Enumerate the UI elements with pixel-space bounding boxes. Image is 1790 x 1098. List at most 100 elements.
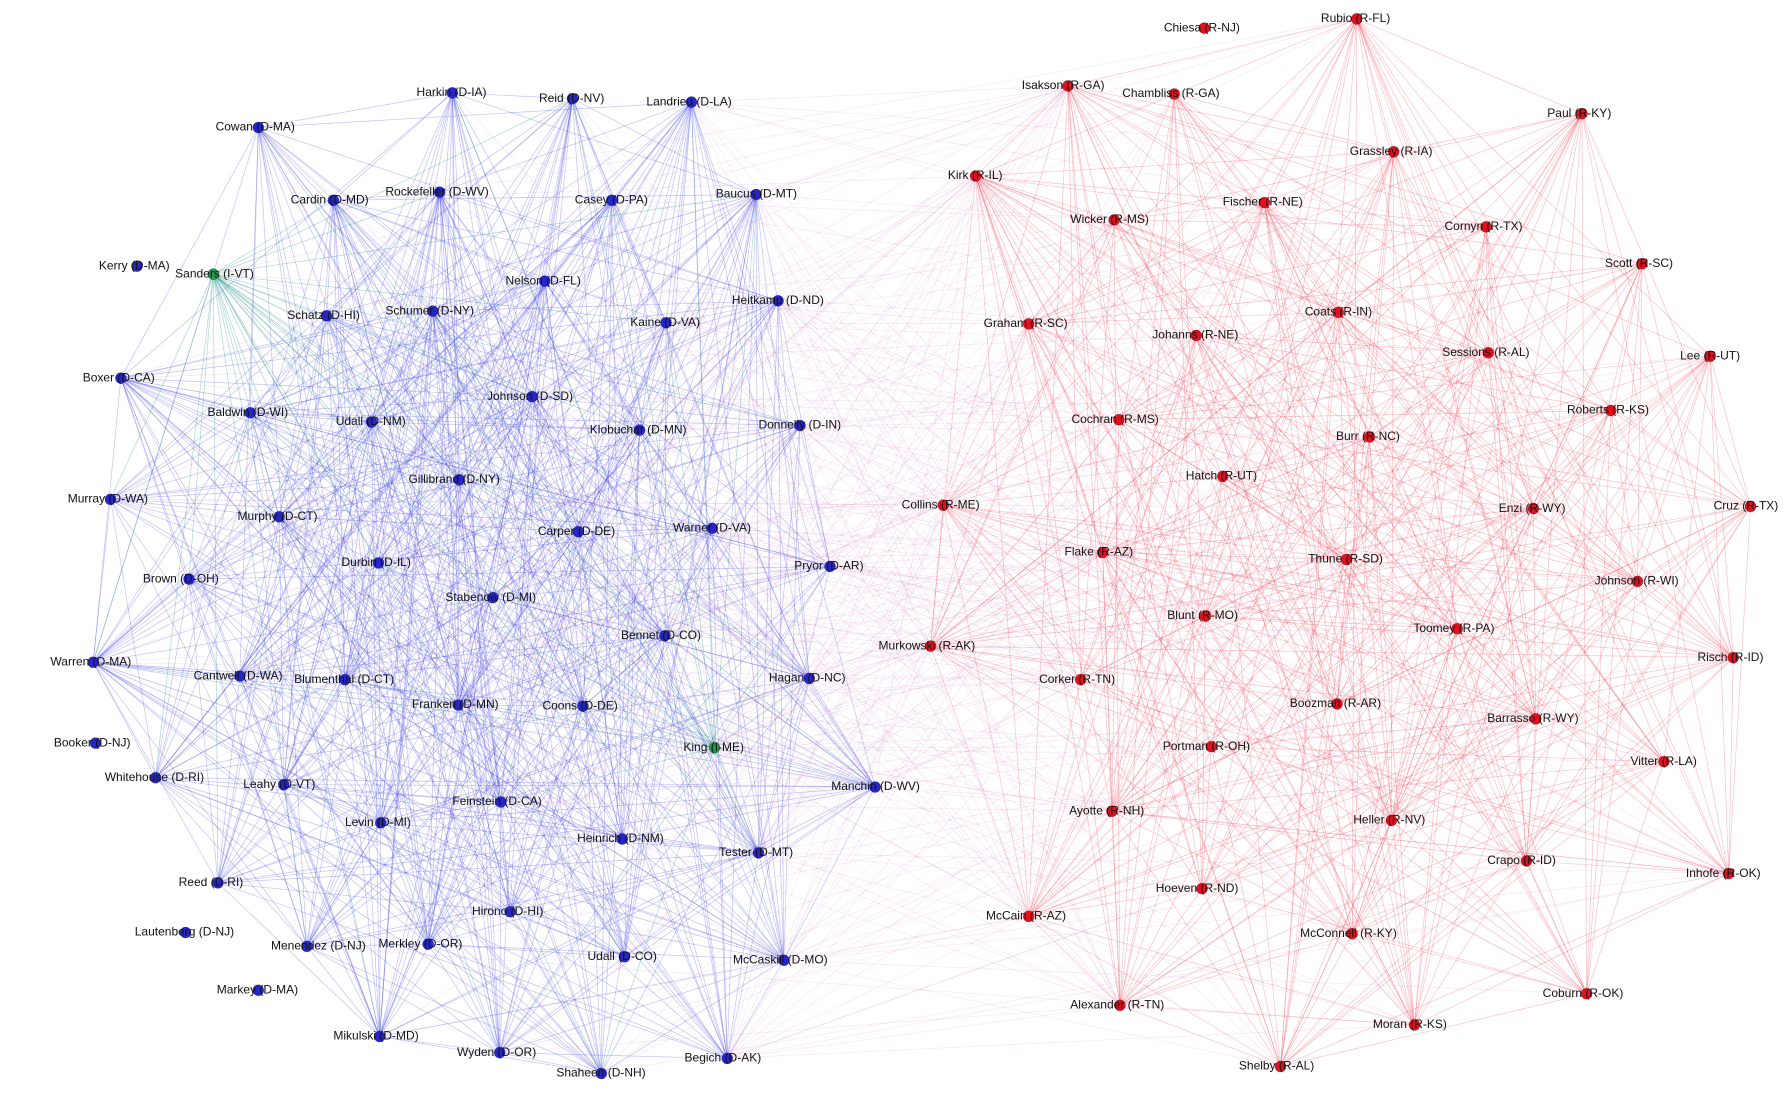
edge [1102, 552, 1665, 762]
node-label: Brown (D-OH) [143, 571, 219, 585]
edge [712, 85, 1069, 529]
node-label: Baucus (D-MT) [716, 187, 797, 201]
edge [1351, 581, 1638, 934]
edge [1222, 476, 1665, 762]
edge [499, 810, 1112, 1053]
edge [711, 528, 728, 1059]
edge [1080, 202, 1265, 680]
edge [1067, 85, 1638, 582]
edge [432, 226, 1487, 312]
edge [92, 661, 381, 824]
edge [379, 101, 692, 1037]
edge [975, 175, 1121, 1006]
edge [1173, 93, 1203, 889]
edge [1205, 615, 1536, 720]
edge [531, 396, 728, 1059]
edge [1709, 356, 1751, 507]
edge [1337, 151, 1395, 313]
node-label: McConnell (R-KY) [1300, 926, 1397, 940]
edge [1173, 93, 1415, 1026]
edge [1102, 508, 1534, 553]
edge [664, 628, 1458, 637]
edge [378, 425, 801, 564]
edge [379, 396, 533, 1037]
edge [1338, 113, 1583, 313]
edge [326, 315, 759, 854]
node-label: Tester (D-MT) [719, 845, 793, 859]
edge [544, 280, 831, 567]
edge [120, 378, 241, 677]
edge [691, 101, 801, 426]
edge [809, 678, 1081, 680]
edge [120, 377, 713, 529]
edge [188, 578, 380, 1037]
edge [250, 412, 640, 431]
edge [1119, 888, 1203, 1006]
edge [283, 192, 440, 785]
edge [344, 98, 573, 680]
edge [110, 499, 713, 529]
edge [326, 315, 810, 679]
edge [344, 192, 441, 680]
edge [120, 127, 259, 379]
edge [499, 528, 713, 1053]
edge [1356, 18, 1489, 353]
edge [239, 675, 285, 785]
edge [250, 412, 494, 598]
node [526, 390, 538, 403]
edge [333, 200, 759, 854]
edge [239, 675, 429, 945]
edge [283, 479, 460, 785]
edge [874, 679, 1081, 788]
node [577, 700, 589, 712]
edge [1535, 356, 1711, 720]
edge [120, 377, 429, 945]
edge [500, 747, 715, 803]
edge [714, 747, 1112, 812]
edge [432, 310, 810, 679]
edge [1195, 335, 1415, 1026]
edge [783, 959, 1281, 1067]
edge [120, 280, 545, 379]
edge [378, 311, 434, 564]
edge [930, 219, 1115, 647]
node-label: Ayotte (R-NH) [1069, 803, 1144, 817]
edge [943, 475, 1223, 506]
edge [92, 274, 214, 663]
edge [1028, 508, 1534, 917]
edge [155, 562, 379, 779]
edge [712, 528, 1081, 680]
edge [1280, 657, 1734, 1067]
node [131, 260, 143, 272]
edge [582, 705, 785, 961]
edge [1222, 475, 1534, 509]
node [327, 194, 340, 207]
node-label: McCain (R-AZ) [986, 909, 1066, 923]
edge [1119, 508, 1534, 1006]
edge [120, 377, 666, 637]
node-label: Lee (R-UT) [1680, 348, 1740, 362]
edge [213, 98, 573, 275]
edge [217, 200, 334, 883]
edge [1280, 761, 1665, 1067]
edge [727, 811, 1113, 1059]
edge [155, 579, 190, 778]
edge [601, 678, 810, 1074]
edge [458, 704, 1112, 812]
edge [283, 704, 459, 786]
edge [1369, 436, 1638, 582]
edge [1337, 312, 1527, 862]
edge [278, 516, 459, 706]
edge [975, 175, 1030, 324]
edge [942, 504, 1415, 1026]
edge [306, 200, 613, 947]
node-label: Carper (D-DE) [538, 524, 615, 538]
node-label: Collins (R-ME) [902, 497, 980, 511]
node [446, 87, 459, 99]
node-label: Stabenow (D-MI) [445, 590, 536, 604]
edge [371, 421, 501, 1053]
edge [624, 635, 666, 957]
node-label: Reid (D-NV) [539, 91, 604, 105]
edge [1338, 312, 1734, 658]
node-label: Warren (D-MA) [50, 654, 131, 668]
